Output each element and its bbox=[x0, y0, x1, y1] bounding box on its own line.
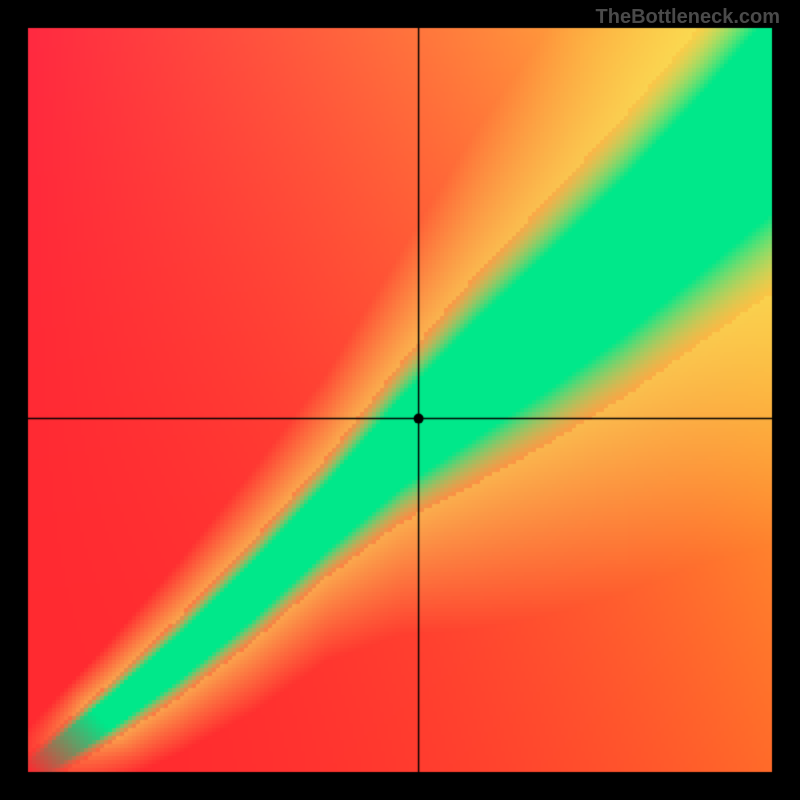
chart-container: TheBottleneck.com bbox=[0, 0, 800, 800]
watermark-text: TheBottleneck.com bbox=[596, 6, 780, 29]
heatmap-canvas bbox=[0, 0, 800, 800]
